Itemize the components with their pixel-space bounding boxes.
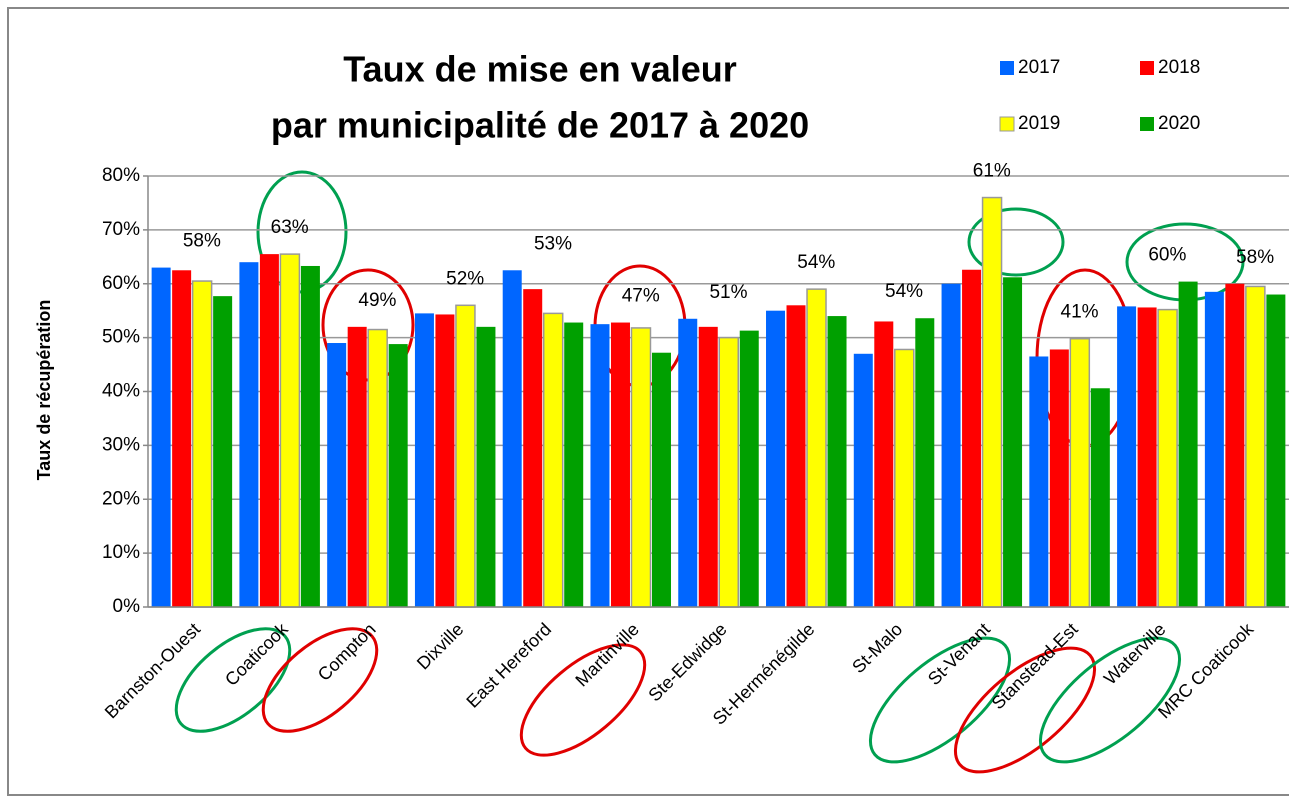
bar bbox=[981, 196, 1003, 608]
bar bbox=[678, 318, 698, 607]
bar bbox=[1137, 307, 1157, 607]
bar bbox=[1090, 388, 1110, 607]
y-tick-label: 50% bbox=[102, 327, 140, 348]
legend-label: 2020 bbox=[1158, 113, 1200, 134]
highlight-ellipse bbox=[967, 207, 1065, 277]
bar bbox=[1266, 294, 1286, 607]
y-tick-label: 0% bbox=[113, 596, 141, 617]
bar bbox=[1157, 308, 1178, 608]
chart-title: Taux de mise en valeur bbox=[343, 49, 737, 90]
bar bbox=[435, 314, 455, 607]
y-tick-label: 10% bbox=[102, 542, 140, 563]
value-label: 51% bbox=[709, 282, 747, 303]
y-axis-label: Taux de récupération bbox=[34, 300, 54, 481]
bar bbox=[455, 304, 476, 608]
value-label: 54% bbox=[885, 281, 923, 302]
bar bbox=[239, 262, 259, 607]
bar bbox=[1029, 356, 1049, 607]
bar bbox=[523, 289, 543, 607]
bar bbox=[414, 313, 434, 607]
bar bbox=[347, 326, 367, 607]
legend-label: 2017 bbox=[1018, 57, 1060, 78]
chart-title: par municipalité de 2017 à 2020 bbox=[271, 105, 809, 146]
y-tick-label: 30% bbox=[102, 434, 140, 455]
bar bbox=[610, 322, 630, 607]
bar bbox=[806, 288, 827, 608]
bar bbox=[590, 324, 610, 607]
bar bbox=[388, 344, 408, 607]
bar bbox=[941, 283, 961, 607]
value-label: 49% bbox=[358, 290, 396, 311]
bar bbox=[1003, 277, 1023, 607]
bar bbox=[1204, 291, 1224, 607]
value-label: 53% bbox=[534, 233, 572, 254]
bar bbox=[1117, 306, 1137, 607]
bar bbox=[300, 265, 320, 607]
legend-swatch bbox=[1140, 117, 1154, 131]
bar bbox=[1225, 283, 1245, 607]
bar bbox=[739, 330, 759, 607]
bar bbox=[1178, 281, 1198, 607]
bar bbox=[853, 353, 873, 607]
value-label: 58% bbox=[1236, 247, 1274, 268]
bar bbox=[259, 254, 279, 607]
bar bbox=[698, 326, 718, 607]
bar bbox=[1069, 337, 1091, 608]
bar bbox=[1245, 285, 1266, 608]
bar bbox=[894, 348, 915, 608]
bar bbox=[542, 312, 564, 608]
highlight-ellipse bbox=[868, 636, 1012, 764]
bar bbox=[766, 310, 786, 607]
highlight-ellipse bbox=[1038, 636, 1182, 764]
bar bbox=[151, 267, 171, 607]
value-label: 63% bbox=[271, 217, 309, 238]
bar bbox=[630, 327, 652, 608]
legend-label: 2019 bbox=[1018, 113, 1060, 134]
bar bbox=[367, 328, 388, 608]
highlight-ellipse bbox=[953, 646, 1097, 774]
bar bbox=[213, 296, 233, 607]
bar bbox=[718, 336, 739, 608]
y-tick-label: 20% bbox=[102, 488, 140, 509]
y-tick-label: 70% bbox=[102, 219, 140, 240]
value-label: 52% bbox=[446, 268, 484, 289]
legend-swatch bbox=[1140, 61, 1154, 75]
bar bbox=[502, 270, 522, 607]
bar bbox=[327, 343, 347, 607]
bar bbox=[874, 321, 894, 607]
bar bbox=[1049, 349, 1069, 607]
value-label: 41% bbox=[1061, 302, 1099, 323]
bar bbox=[172, 270, 192, 607]
value-label: 60% bbox=[1148, 245, 1186, 266]
bar bbox=[564, 322, 584, 607]
bar bbox=[476, 326, 496, 607]
legend-swatch bbox=[1000, 61, 1014, 75]
bar bbox=[191, 280, 213, 608]
value-label: 54% bbox=[797, 252, 835, 273]
highlight-ellipse bbox=[519, 643, 647, 757]
bar bbox=[786, 305, 806, 607]
y-tick-label: 80% bbox=[102, 165, 140, 186]
legend-label: 2018 bbox=[1158, 57, 1200, 78]
highlight-ellipse bbox=[174, 627, 292, 733]
legend-swatch bbox=[999, 116, 1015, 132]
y-tick-label: 40% bbox=[102, 381, 140, 402]
highlight-ellipse bbox=[261, 627, 379, 733]
bar bbox=[279, 253, 301, 608]
value-label: 61% bbox=[973, 161, 1011, 182]
bar bbox=[827, 316, 847, 607]
value-label: 47% bbox=[622, 286, 660, 307]
bar bbox=[651, 352, 671, 607]
bar bbox=[915, 318, 935, 607]
y-tick-label: 60% bbox=[102, 273, 140, 294]
bar bbox=[962, 269, 982, 607]
value-label: 58% bbox=[183, 231, 221, 252]
